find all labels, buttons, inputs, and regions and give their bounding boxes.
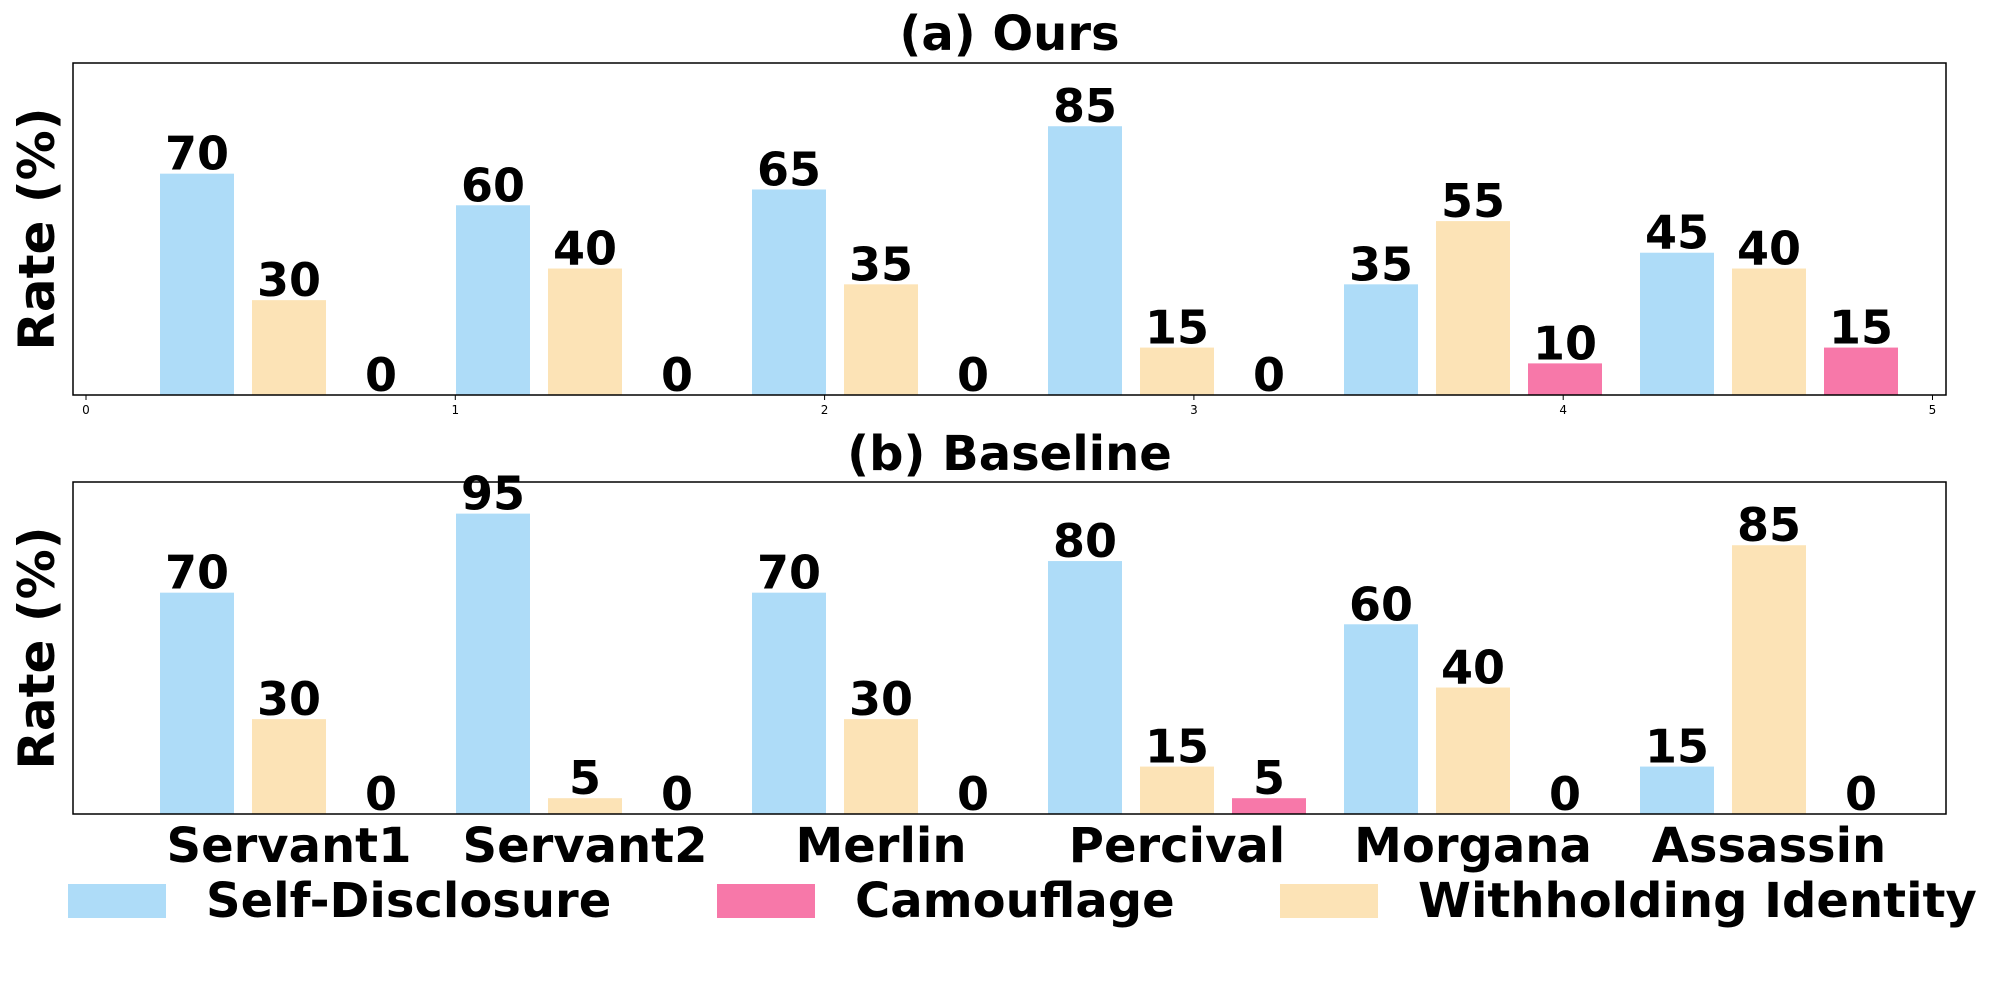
category-label: Servant2	[463, 818, 708, 874]
data-label: 35	[1349, 237, 1413, 291]
data-label: 0	[957, 348, 989, 402]
bar-camouflage	[1824, 347, 1898, 395]
data-label: 0	[661, 348, 693, 402]
data-label: 0	[1549, 767, 1581, 821]
data-label: 35	[849, 237, 913, 291]
data-label: 60	[1349, 577, 1413, 631]
legend-label: Camouflage	[855, 873, 1175, 929]
bar-self-disclosure	[1344, 624, 1418, 814]
legend-swatch	[717, 884, 815, 918]
legend-swatch	[68, 884, 166, 918]
y-axis-label: Rate (%)	[8, 107, 66, 350]
bar-withholding-identity	[1436, 221, 1510, 395]
data-label: 0	[957, 767, 989, 821]
data-label: 40	[1737, 222, 1801, 276]
bar-withholding-identity	[1732, 268, 1806, 395]
data-label: 10	[1533, 316, 1597, 370]
data-label: 40	[1441, 641, 1505, 695]
bar-withholding-identity	[252, 719, 326, 814]
data-label: 30	[257, 253, 321, 307]
category-label: Assassin	[1652, 818, 1886, 874]
bar-self-disclosure	[752, 189, 826, 395]
data-label: 55	[1441, 174, 1505, 228]
bar-withholding-identity	[1140, 766, 1214, 814]
data-label: 85	[1737, 498, 1801, 552]
data-label: 0	[365, 348, 397, 402]
bar-self-disclosure	[160, 173, 234, 395]
data-label: 0	[1845, 767, 1877, 821]
x-tick-label: 1	[451, 403, 459, 417]
category-label: Morgana	[1354, 818, 1592, 874]
bar-withholding-identity	[1436, 687, 1510, 814]
bar-self-disclosure	[1640, 252, 1714, 395]
bar-camouflage	[1232, 798, 1306, 814]
bar-self-disclosure	[1048, 126, 1122, 395]
bar-withholding-identity	[1732, 545, 1806, 814]
bar-self-disclosure	[160, 592, 234, 814]
bar-withholding-identity	[844, 719, 918, 814]
bar-camouflage	[1528, 363, 1602, 395]
data-label: 40	[553, 222, 617, 276]
data-label: 15	[1145, 301, 1209, 355]
bar-withholding-identity	[548, 798, 622, 814]
plot-frame	[72, 62, 1947, 396]
bar-self-disclosure	[752, 592, 826, 814]
data-label: 15	[1829, 301, 1893, 355]
x-tick-label: 3	[1190, 403, 1198, 417]
data-label: 15	[1645, 720, 1709, 774]
plot-frame	[72, 481, 1947, 815]
data-label: 70	[165, 127, 229, 181]
data-label: 85	[1053, 79, 1117, 133]
bar-withholding-identity	[1140, 347, 1214, 395]
legend-swatch	[1280, 884, 1378, 918]
panel-title: (b) Baseline	[847, 426, 1172, 482]
data-label: 5	[569, 751, 601, 805]
bar-self-disclosure	[1048, 561, 1122, 814]
data-label: 80	[1053, 514, 1117, 568]
bar-withholding-identity	[844, 284, 918, 395]
bar-self-disclosure	[1640, 766, 1714, 814]
data-label: 5	[1253, 751, 1285, 805]
category-label: Percival	[1069, 818, 1285, 874]
data-label: 60	[461, 158, 525, 212]
category-label: Servant1	[167, 818, 412, 874]
data-label: 70	[757, 546, 821, 600]
panel-title: (a) Ours	[899, 6, 1119, 62]
data-label: 95	[461, 467, 525, 521]
legend-label: Withholding Identity	[1418, 873, 1977, 929]
data-label: 65	[757, 142, 821, 196]
data-label: 45	[1645, 206, 1709, 260]
data-label: 15	[1145, 720, 1209, 774]
data-label: 70	[165, 546, 229, 600]
data-label: 0	[1253, 348, 1285, 402]
bar-withholding-identity	[252, 300, 326, 395]
x-tick-label: 4	[1559, 403, 1567, 417]
data-label: 0	[365, 767, 397, 821]
data-label: 30	[257, 672, 321, 726]
y-axis-label: Rate (%)	[8, 526, 66, 769]
bar-withholding-identity	[548, 268, 622, 395]
legend-label: Self-Disclosure	[206, 873, 611, 929]
x-tick-label: 2	[821, 403, 829, 417]
bar-self-disclosure	[456, 513, 530, 814]
x-tick-label: 5	[1929, 403, 1937, 417]
data-label: 0	[661, 767, 693, 821]
category-label: Merlin	[795, 818, 966, 874]
bar-self-disclosure	[456, 205, 530, 395]
bar-self-disclosure	[1344, 284, 1418, 395]
x-tick-label: 0	[82, 403, 90, 417]
data-label: 30	[849, 672, 913, 726]
